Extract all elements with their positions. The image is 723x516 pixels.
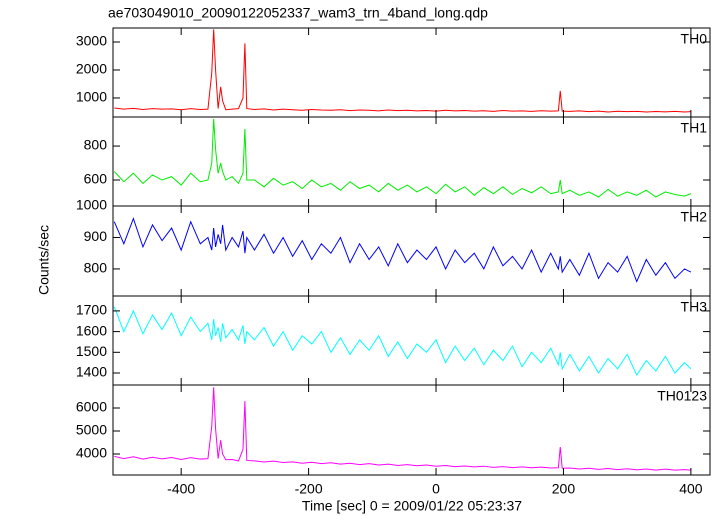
y-tick-label: 1000 [76,89,107,105]
series-label: TH2 [681,209,708,225]
y-tick-label: 1600 [76,322,107,338]
x-axis-label: Time [sec] 0 = 2009/01/22 05:23:37 [302,498,522,514]
y-axis-label: Counts/sec [36,225,52,295]
y-tick-label: 800 [84,260,108,276]
data-line [113,217,692,283]
y-tick-label: 800 [84,137,108,153]
data-line [114,387,691,471]
y-tick-label: 4000 [76,445,107,461]
x-tick-label: 0 [432,481,440,497]
panel-frame [112,116,711,207]
y-tick-label: 3000 [76,33,107,49]
data-line [113,306,692,377]
series-label: TH1 [681,120,708,136]
series-label: TH0 [681,31,708,47]
y-tick-label: 900 [84,228,108,244]
series-label: TH0123 [657,388,707,404]
data-line [113,118,692,198]
y-tick-label: 1000 [76,197,107,213]
y-tick-label: 1700 [76,302,107,318]
panel-frame [112,295,711,386]
y-tick-label: 600 [84,171,108,187]
panel-frame [112,384,711,476]
series-label: TH3 [681,299,708,315]
y-tick-label: 5000 [76,422,107,438]
x-tick-label: 400 [679,481,703,497]
data-line [114,29,691,113]
x-tick-label: -200 [295,481,323,497]
chart-title: ae703049010_20090122052337_wam3_trn_4ban… [108,5,488,21]
y-tick-label: 1400 [76,364,107,380]
panel-frame [112,205,711,297]
y-tick-label: 6000 [76,399,107,415]
y-tick-label: 2000 [76,61,107,77]
panel-frame [112,27,711,118]
x-tick-label: -400 [167,481,195,497]
y-tick-label: 1500 [76,343,107,359]
x-tick-label: 200 [552,481,576,497]
